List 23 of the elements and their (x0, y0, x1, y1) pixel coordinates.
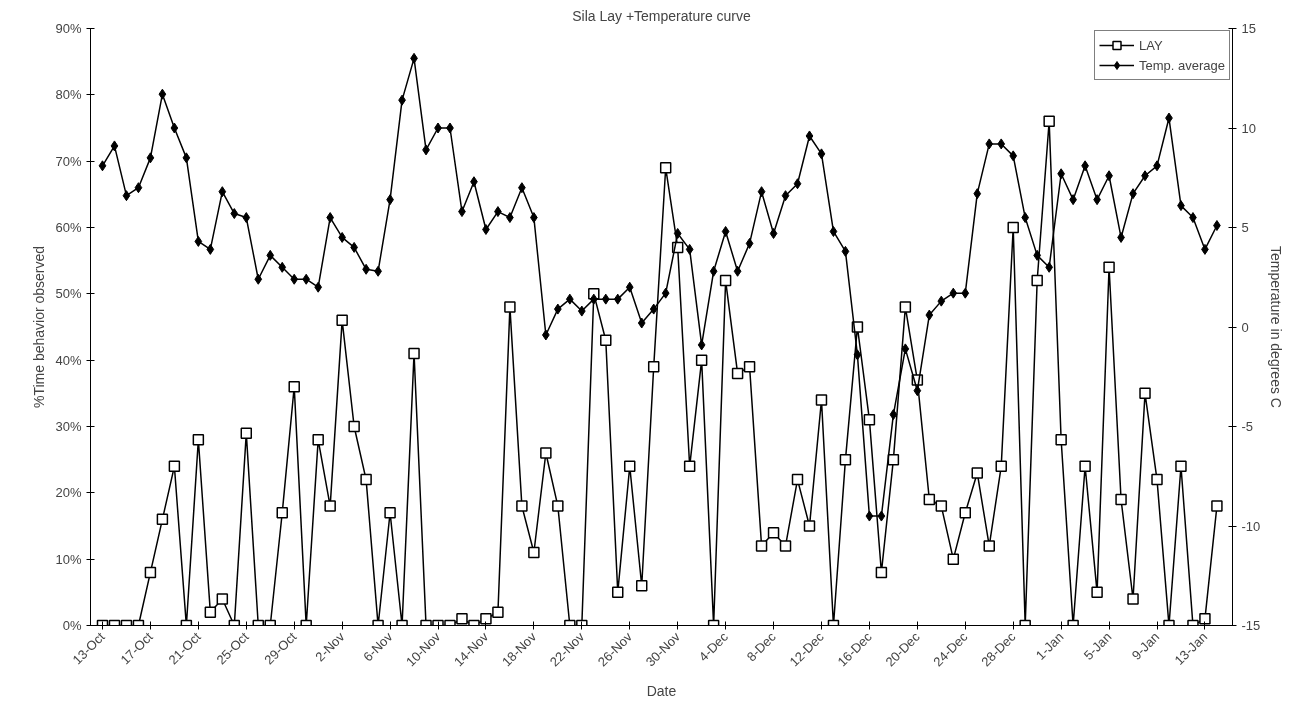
y-tick-label: 70% (55, 153, 82, 169)
y-tick-label: 40% (55, 352, 82, 368)
y2-tick-label: 0 (1241, 319, 1249, 335)
y-tick-label: 20% (55, 485, 82, 501)
y2-tick-label: -5 (1241, 419, 1254, 434)
x-axis-title: Date (646, 682, 677, 699)
y2-tick-label: 10 (1241, 120, 1256, 136)
y-tick-label: 80% (55, 87, 82, 103)
y-tick-label: 30% (55, 419, 82, 434)
y2-tick-label: 15 (1241, 21, 1256, 36)
legend-label: LAY (1139, 37, 1163, 53)
y-tick-label: 90% (55, 21, 82, 36)
y-tick-label: 50% (55, 286, 82, 302)
y-tick-label: 10% (55, 551, 82, 567)
y-tick-label: 60% (55, 220, 82, 235)
legend-label: Temp. average (1139, 57, 1225, 73)
chart-title: Sila Lay +Temperature curve (572, 7, 752, 24)
y2-tick-label: 5 (1241, 220, 1249, 235)
y2-tick-label: -10 (1241, 518, 1261, 534)
y-tick-label: 0% (62, 618, 82, 633)
y2-tick-label: -15 (1241, 618, 1261, 633)
y2-axis-title: Temperature in degrees C (1268, 246, 1285, 408)
y-axis-title: %Time behavior observed (31, 245, 48, 409)
